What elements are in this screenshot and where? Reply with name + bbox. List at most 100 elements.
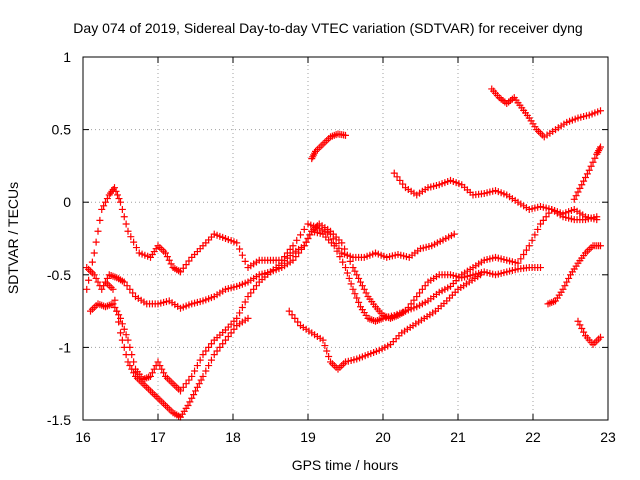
data-point — [117, 329, 124, 337]
data-point — [250, 285, 258, 293]
data-point — [126, 362, 134, 370]
data-point — [233, 239, 241, 247]
data-point — [578, 181, 586, 189]
data-point — [120, 343, 128, 351]
data-point — [163, 253, 171, 261]
data-point — [413, 293, 421, 301]
data-point — [202, 367, 210, 375]
data-point — [179, 264, 187, 272]
data-point — [199, 372, 207, 380]
data-point — [102, 198, 109, 206]
x-tick-label: 21 — [450, 429, 466, 445]
data-point — [241, 257, 249, 265]
data-point — [186, 398, 194, 406]
data-point — [357, 278, 364, 286]
data-point — [92, 274, 100, 282]
data-point — [597, 333, 604, 341]
data-point — [113, 307, 121, 315]
data-point — [351, 267, 359, 275]
data-point — [122, 220, 130, 228]
data-point — [120, 213, 128, 221]
data-point — [514, 259, 522, 267]
data-point — [561, 282, 569, 290]
data-point — [100, 202, 108, 210]
x-tick-label: 20 — [375, 429, 391, 445]
data-point — [122, 351, 130, 359]
data-point — [188, 372, 196, 380]
data-point — [321, 342, 329, 350]
x-tick-label: 18 — [225, 429, 241, 445]
x-tick-label: 22 — [525, 429, 541, 445]
series-arc-b — [83, 227, 544, 325]
y-tick-label: 1 — [63, 49, 71, 65]
data-point — [118, 205, 126, 213]
data-point — [582, 174, 589, 182]
data-point — [162, 249, 169, 257]
data-point — [236, 245, 244, 253]
data-point — [355, 274, 363, 282]
data-point — [346, 257, 354, 265]
x-tick-label: 23 — [600, 429, 616, 445]
data-point — [597, 242, 604, 250]
data-point — [393, 173, 401, 181]
data-point — [333, 247, 341, 255]
data-point — [416, 289, 424, 297]
data-point — [126, 285, 134, 293]
data-point — [182, 261, 190, 269]
data-point — [88, 258, 96, 266]
series-arc-c — [87, 205, 601, 395]
data-point — [537, 220, 544, 228]
data-point — [182, 380, 190, 388]
data-point — [120, 278, 128, 286]
data-point — [103, 195, 111, 203]
data-point — [219, 340, 227, 348]
data-point — [207, 356, 215, 364]
data-point — [205, 362, 213, 370]
data-point — [304, 235, 312, 242]
data-point — [291, 314, 299, 322]
data-point — [399, 180, 407, 188]
data-point — [585, 166, 593, 174]
data-point — [576, 184, 584, 192]
y-tick-label: -1 — [59, 339, 72, 355]
data-point — [114, 191, 121, 199]
series-arc-i — [544, 242, 604, 308]
y-tick-label: -0.5 — [47, 267, 71, 283]
data-point — [94, 227, 102, 235]
data-point — [156, 362, 164, 370]
data-point — [289, 242, 297, 250]
data-point — [115, 311, 123, 319]
data-point — [185, 257, 193, 265]
data-point — [115, 195, 123, 203]
data-point — [576, 321, 584, 329]
data-point — [98, 205, 106, 213]
data-point — [129, 289, 137, 297]
data-point — [222, 336, 229, 344]
data-point — [572, 192, 580, 200]
data-point — [587, 162, 595, 170]
data-point — [115, 318, 123, 326]
data-point — [191, 367, 199, 375]
data-point — [531, 231, 539, 239]
data-point — [90, 271, 98, 279]
data-point — [297, 231, 304, 239]
x-axis-label: GPS time / hours — [292, 457, 399, 473]
data-point — [83, 285, 91, 293]
data-point — [177, 268, 184, 276]
data-point — [591, 154, 599, 162]
data-point — [345, 274, 353, 282]
data-point — [224, 333, 232, 341]
data-point — [537, 264, 544, 272]
data-point — [293, 236, 301, 244]
data-point — [199, 351, 207, 359]
data-point — [94, 278, 102, 286]
axes: 16 17 18 19 20 21 22 23 -1.5 -1 -0.5 0 0.5 1 — [47, 49, 616, 445]
data-point — [286, 245, 294, 253]
data-point — [349, 264, 357, 272]
data-point — [520, 250, 528, 258]
data-point — [563, 278, 571, 286]
data-point — [525, 242, 533, 250]
data-point — [319, 336, 327, 344]
data-point — [355, 298, 363, 306]
data-point — [241, 298, 249, 306]
